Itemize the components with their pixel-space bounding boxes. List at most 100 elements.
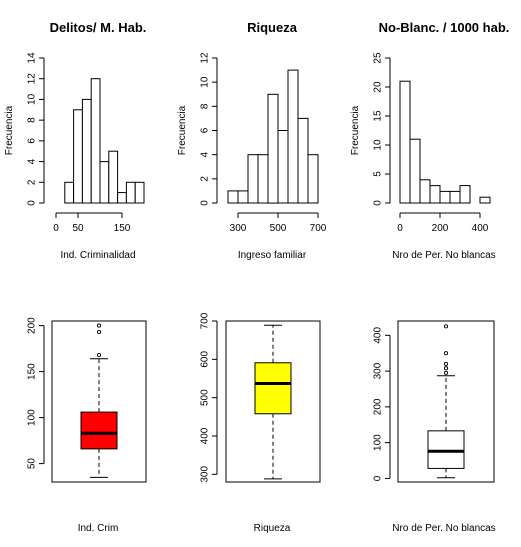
histogram-bar: [429, 185, 441, 204]
histogram-bar: [459, 185, 471, 204]
histogram-panel-1: Delitos/ M. Hab. 0 2 4 6 8 10 12 14 Frecuencia 0 50…: [4, 20, 146, 261]
histogram-bar: [125, 181, 136, 204]
y-tick-label: 6: [200, 127, 211, 133]
y-axis-label: Frecuencia: [350, 105, 361, 155]
y-tick-label: 200: [27, 317, 38, 334]
histogram-bar: [134, 181, 145, 204]
histogram-bar: [409, 138, 421, 204]
outlier-point: [96, 329, 102, 335]
y-axis-label: Frecuencia: [177, 105, 188, 155]
y-tick-label: 8: [27, 117, 38, 123]
histogram-bar: [237, 190, 249, 204]
outlier-point: [443, 361, 449, 366]
y-tick-label: 4: [200, 151, 211, 157]
histogram-bar: [399, 80, 411, 204]
histogram-bar: [297, 117, 309, 204]
y-tick-label: 14: [27, 52, 38, 64]
histogram-bar: [117, 192, 127, 204]
y-tick-label: 50: [27, 458, 38, 470]
x-tick-label: 700: [310, 223, 327, 234]
histogram-bar: [439, 190, 451, 204]
x-axis-label: Riqueza: [254, 523, 291, 534]
boxplot-panel-1: 50 100 150 200 Ind. Crim: [27, 317, 147, 534]
histogram-bar: [419, 179, 431, 204]
y-tick-label: 4: [27, 158, 38, 164]
y-tick-label: 100: [373, 434, 384, 451]
histogram-bar: [287, 69, 299, 204]
x-axis-label: Ingreso familiar: [238, 250, 307, 261]
plot-frame: [225, 320, 321, 483]
y-tick-label: 600: [200, 351, 211, 368]
histogram-bar: [108, 150, 119, 204]
outlier-point: [443, 370, 449, 375]
histogram-panel-2: Riqueza 0 2 4 6 8 10 12 Frecuencia 300 500 700 Ingre…: [177, 20, 327, 261]
y-tick-label: 8: [200, 103, 211, 109]
y-tick-label: 25: [373, 52, 384, 64]
histogram-bar: [64, 181, 75, 204]
y-tick-label: 300: [373, 362, 384, 379]
x-tick-label: 150: [114, 223, 131, 234]
y-tick-label: 500: [200, 389, 211, 406]
y-tick-label: 12: [200, 52, 211, 64]
boxplot-panel-3: 0 100 200 300 400 Nro de Per. No blancas: [373, 320, 496, 534]
x-tick-label: 400: [472, 223, 489, 234]
histogram-bar: [227, 190, 239, 204]
x-axis-label: Ind. Criminalidad: [60, 250, 135, 261]
histogram-bar: [81, 98, 92, 204]
histogram-bar: [277, 130, 289, 204]
histogram-bar: [257, 154, 269, 204]
box-iqr: [80, 411, 118, 450]
y-tick-label: 0: [27, 200, 38, 206]
y-tick-label: 0: [373, 475, 384, 481]
outlier-point: [443, 351, 449, 356]
plot-frame: [397, 320, 495, 483]
plot-frame: [51, 320, 147, 483]
y-tick-label: 12: [27, 73, 38, 85]
x-tick-label: 300: [230, 223, 247, 234]
x-tick-label: 500: [270, 223, 287, 234]
y-tick-label: 400: [200, 427, 211, 444]
chart-title: Delitos/ M. Hab.: [50, 20, 147, 35]
y-tick-label: 5: [373, 171, 384, 177]
y-tick-label: 2: [27, 179, 38, 185]
y-tick-label: 6: [27, 138, 38, 144]
boxplot-panel-2: 300 400 500 600 700 Riqueza: [200, 312, 321, 534]
outlier-point: [96, 323, 102, 328]
y-tick-label: 100: [27, 409, 38, 426]
outlier-point: [443, 324, 449, 329]
y-tick-label: 0: [200, 200, 211, 206]
histogram-bar: [267, 93, 279, 204]
y-tick-label: 10: [200, 76, 211, 88]
chart-title: No-Blanc. / 1000 hab.: [379, 20, 510, 35]
outlier-point: [96, 352, 102, 358]
x-axis-label: Nro de Per. No blancas: [392, 250, 495, 261]
histogram-panel-3: No-Blanc. / 1000 hab. 0 5 10 15 20 25 Frecuenci…: [350, 20, 509, 261]
x-tick-label: 200: [432, 223, 449, 234]
box-iqr: [254, 362, 292, 415]
y-tick-label: 15: [373, 110, 384, 122]
outlier-point: [443, 366, 449, 371]
box-iqr: [427, 430, 465, 469]
histogram-bar: [479, 196, 491, 204]
y-axis-label: Frecuencia: [4, 105, 15, 155]
y-tick-label: 2: [200, 176, 211, 182]
x-tick-label: 0: [397, 223, 403, 234]
y-tick-label: 700: [200, 312, 211, 329]
histogram-bar: [247, 154, 259, 204]
y-tick-label: 10: [373, 139, 384, 151]
y-tick-label: 10: [27, 93, 38, 105]
y-tick-label: 200: [373, 398, 384, 415]
y-tick-label: 300: [200, 466, 211, 483]
y-tick-label: 0: [373, 200, 384, 206]
histogram-bar: [99, 161, 110, 204]
x-axis-label: Ind. Crim: [78, 523, 119, 534]
y-tick-label: 20: [373, 81, 384, 93]
histogram-bar: [90, 78, 101, 204]
histogram-bar: [73, 109, 83, 204]
histogram-bar: [307, 154, 319, 204]
y-tick-label: 150: [27, 363, 38, 380]
chart-title: Riqueza: [247, 20, 298, 35]
histogram-bar: [449, 190, 461, 204]
